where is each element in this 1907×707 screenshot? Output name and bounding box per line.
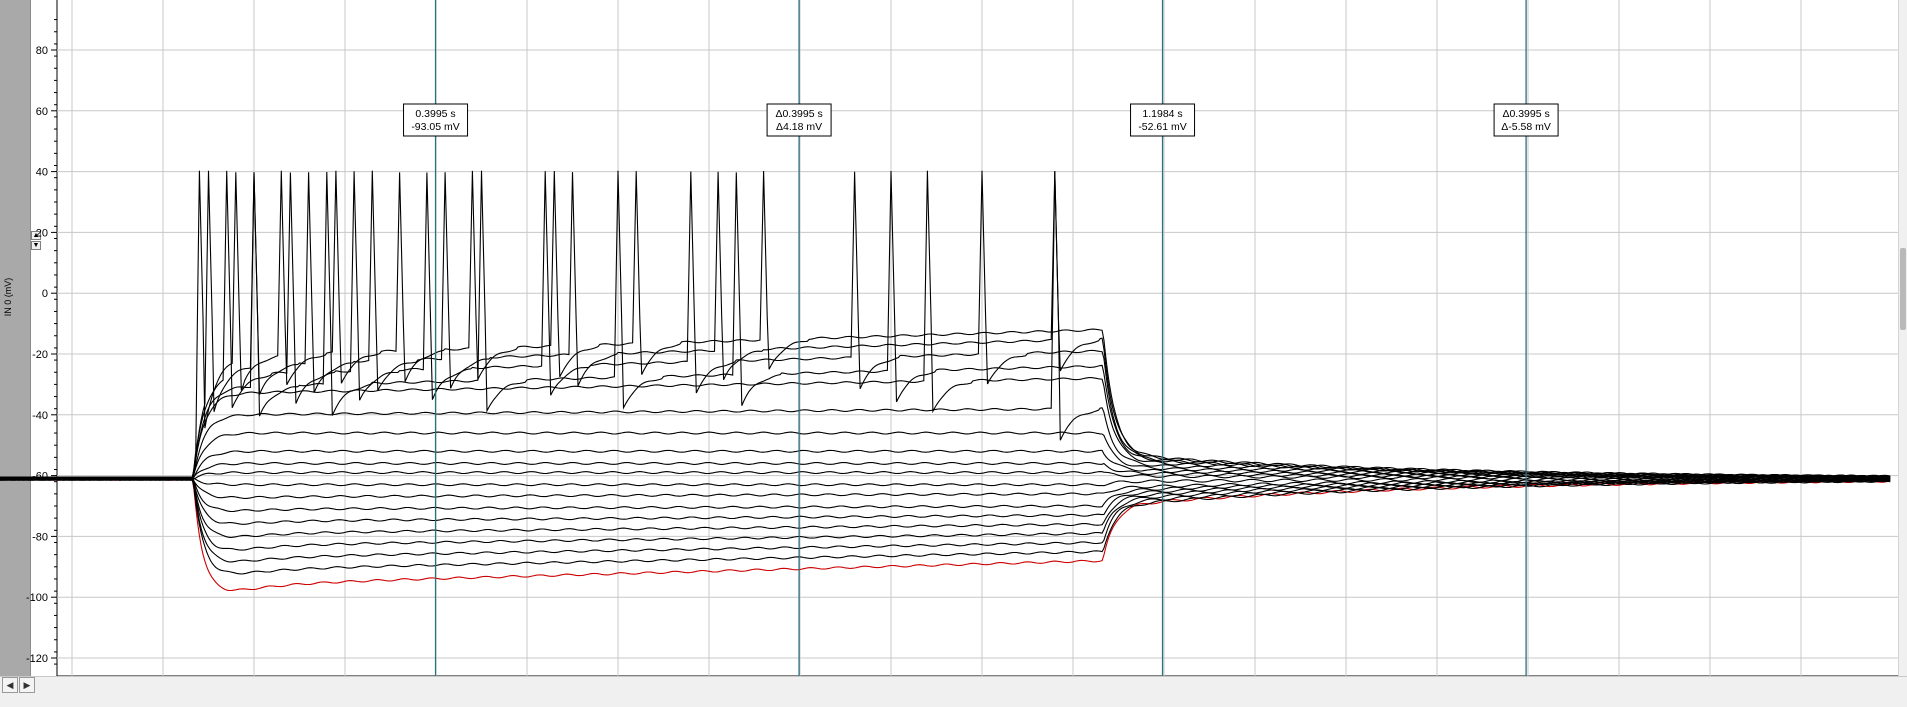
traces	[0, 170, 1891, 592]
cursor-readout-time: Δ0.3995 s	[775, 108, 822, 120]
scroll-left-button[interactable]: ◀	[2, 677, 18, 693]
y-tick-label: -120	[26, 653, 48, 665]
y-tick-label: -100	[26, 592, 48, 604]
vertical-scrollbar[interactable]	[1898, 0, 1907, 676]
cursor-readout-value: Δ4.18 mV	[776, 121, 822, 133]
scroll-right-button[interactable]: ▶	[19, 677, 35, 693]
y-tick-label: 40	[36, 167, 48, 179]
trace	[0, 476, 1891, 551]
trace	[0, 476, 1891, 499]
cursor-readout-time: 1.1984 s	[1142, 108, 1182, 120]
cursor-readout-time: 0.3995 s	[415, 108, 455, 120]
grid	[56, 0, 1898, 677]
channel-axis-strip	[0, 0, 31, 676]
trace	[0, 170, 1891, 481]
trace	[0, 476, 1891, 538]
trace	[0, 476, 1891, 487]
vertical-scroll-thumb[interactable]	[1900, 248, 1906, 330]
trace	[0, 471, 1891, 481]
cursor-readout-value: Δ-5.58 mV	[1501, 121, 1551, 133]
scale-down-button[interactable]: ▼	[31, 241, 41, 250]
highlighted-trace	[0, 476, 1891, 592]
cursor-readout-value: -52.61 mV	[1138, 121, 1186, 133]
cursor-readout-box	[1493, 103, 1559, 137]
cursor-readout-value: -93.05 mV	[411, 121, 459, 133]
trace	[0, 170, 1891, 481]
y-tick-label: 20	[36, 227, 48, 239]
horizontal-scrollbar[interactable]	[0, 676, 1907, 707]
trace	[0, 476, 1891, 575]
trace	[0, 476, 1891, 563]
cursor-readout-box	[403, 103, 469, 137]
trace	[0, 476, 1891, 513]
y-tick-label: 80	[36, 45, 48, 57]
cursor-readout-time: Δ0.3995 s	[1502, 108, 1549, 120]
trace	[0, 431, 1891, 481]
y-tick-label: -20	[32, 349, 48, 361]
y-tick-label: -80	[32, 531, 48, 543]
scale-up-button[interactable]: ▲	[31, 231, 41, 240]
cursor-readout-box	[766, 103, 832, 137]
cursor-readout-box	[1130, 103, 1196, 137]
y-tick-label: -40	[32, 410, 48, 422]
y-tick-label: 0	[42, 288, 48, 300]
y-tick-label: 60	[36, 106, 48, 118]
trace	[0, 170, 1891, 481]
trace	[0, 171, 1891, 481]
trace	[0, 461, 1891, 481]
